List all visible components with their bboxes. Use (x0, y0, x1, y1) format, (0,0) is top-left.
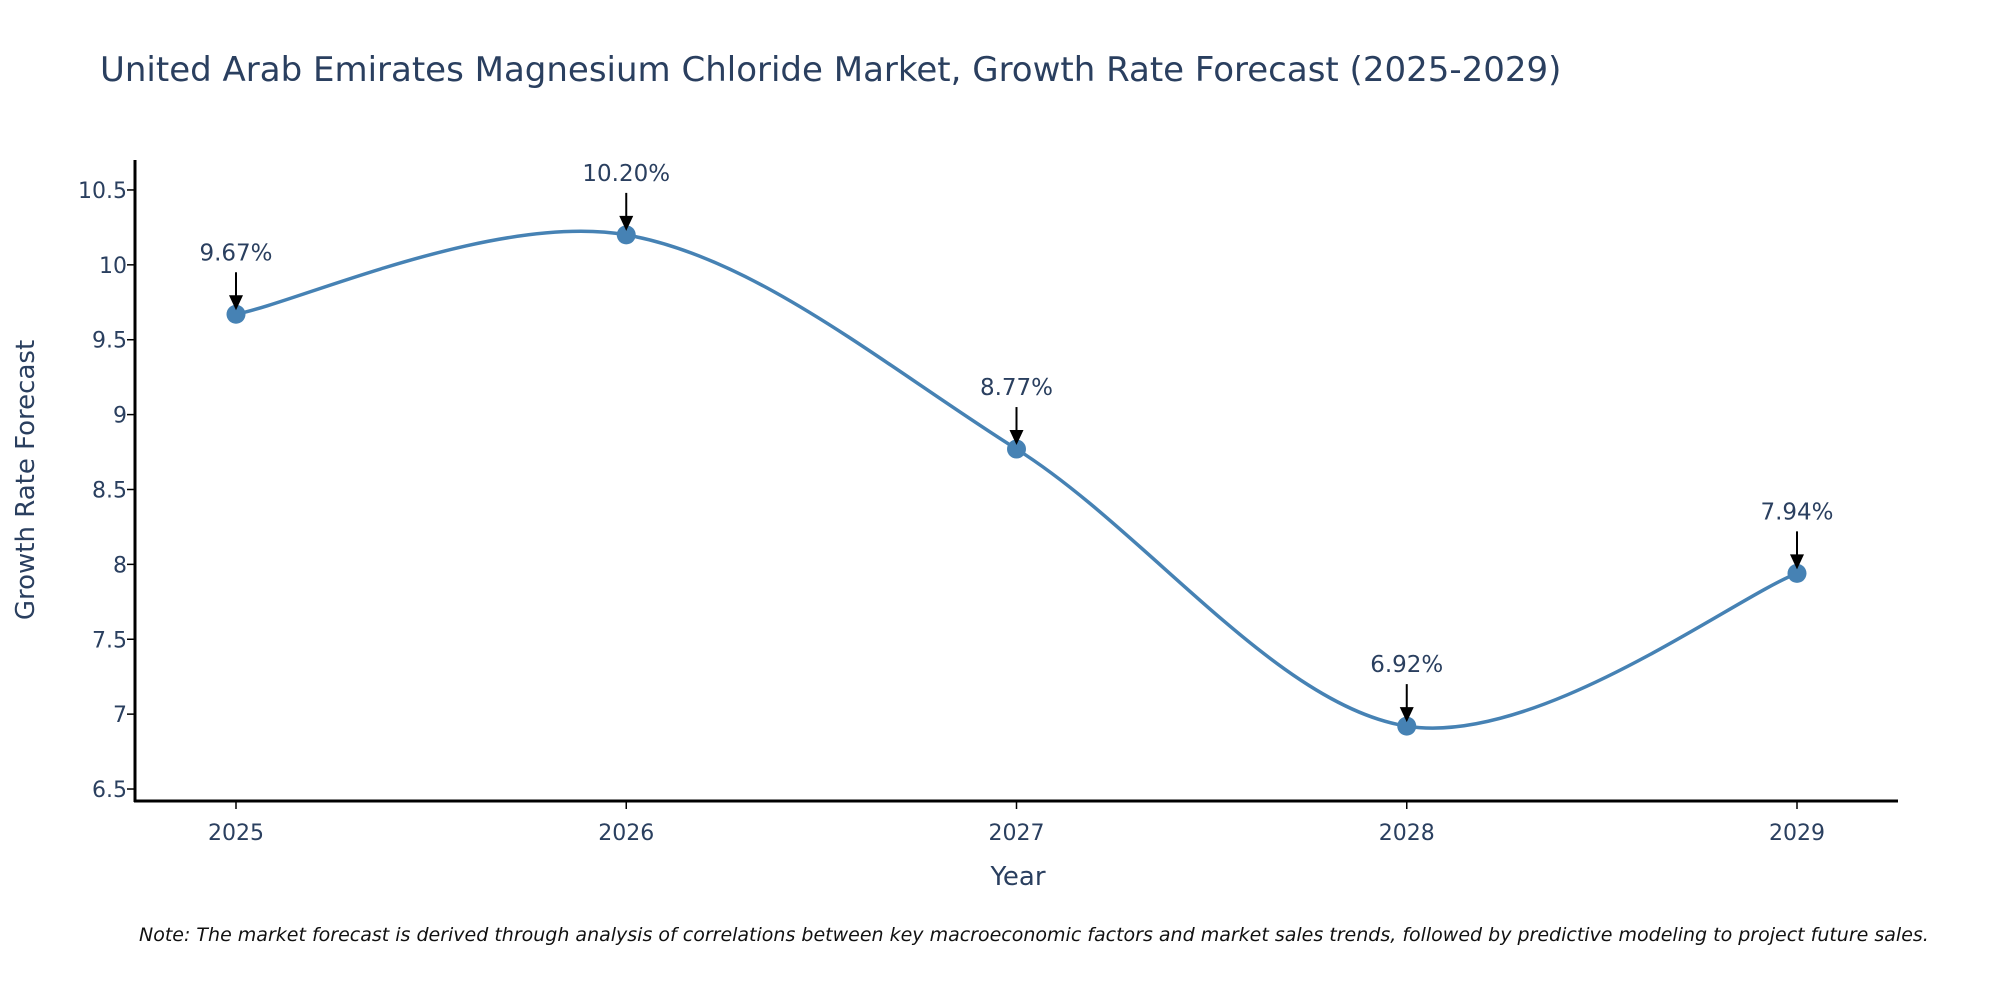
data-label: 8.77% (980, 375, 1053, 401)
y-axis-title: Growth Rate Forecast (11, 340, 41, 620)
forecast-note: Note: The market forecast is derived thr… (139, 924, 1929, 946)
y-axis-ticks: 6.5 7 7.5 8 8.5 9 9.5 10 10.5 (78, 179, 135, 803)
chart-title: United Arab Emirates Magnesium Chloride … (100, 50, 1561, 90)
data-label: 7.94% (1760, 499, 1833, 525)
y-tick-label: 9 (113, 404, 127, 429)
annotation-arrowhead (229, 295, 243, 311)
y-tick-label: 10.5 (78, 179, 127, 204)
x-tick-label: 2026 (598, 821, 654, 846)
x-axis-ticks: 2025 2026 2027 2028 2029 (208, 801, 1825, 846)
data-point[interactable] (616, 225, 636, 245)
data-point[interactable] (1787, 563, 1807, 583)
x-tick-label: 2028 (1379, 821, 1435, 846)
plot-area: 9.67% 10.20% 8.77% 6.92% 7.94% (199, 161, 1834, 736)
x-tick-label: 2025 (208, 821, 264, 846)
data-label: 9.67% (199, 240, 272, 266)
x-tick-label: 2029 (1769, 821, 1825, 846)
x-axis-title: Year (989, 862, 1045, 892)
annotation-arrowhead (1009, 430, 1024, 446)
data-point[interactable] (1007, 439, 1026, 459)
data-point[interactable] (1397, 716, 1417, 736)
data-label: 10.20% (582, 161, 670, 187)
x-tick-label: 2027 (989, 821, 1045, 846)
data-label: 6.92% (1370, 652, 1443, 678)
y-tick-label: 9.5 (92, 329, 127, 354)
y-tick-label: 7 (113, 703, 127, 728)
annotation-arrowhead (1790, 554, 1804, 570)
y-tick-label: 8.5 (92, 478, 127, 503)
annotation-arrowhead (619, 215, 634, 231)
data-point[interactable] (226, 304, 246, 324)
y-tick-label: 6.5 (92, 778, 127, 803)
y-tick-label: 10 (99, 254, 127, 279)
y-tick-label: 8 (113, 553, 127, 578)
annotation-arrowhead (1399, 707, 1414, 723)
series-line (235, 229, 1798, 730)
y-tick-label: 7.5 (92, 628, 127, 653)
